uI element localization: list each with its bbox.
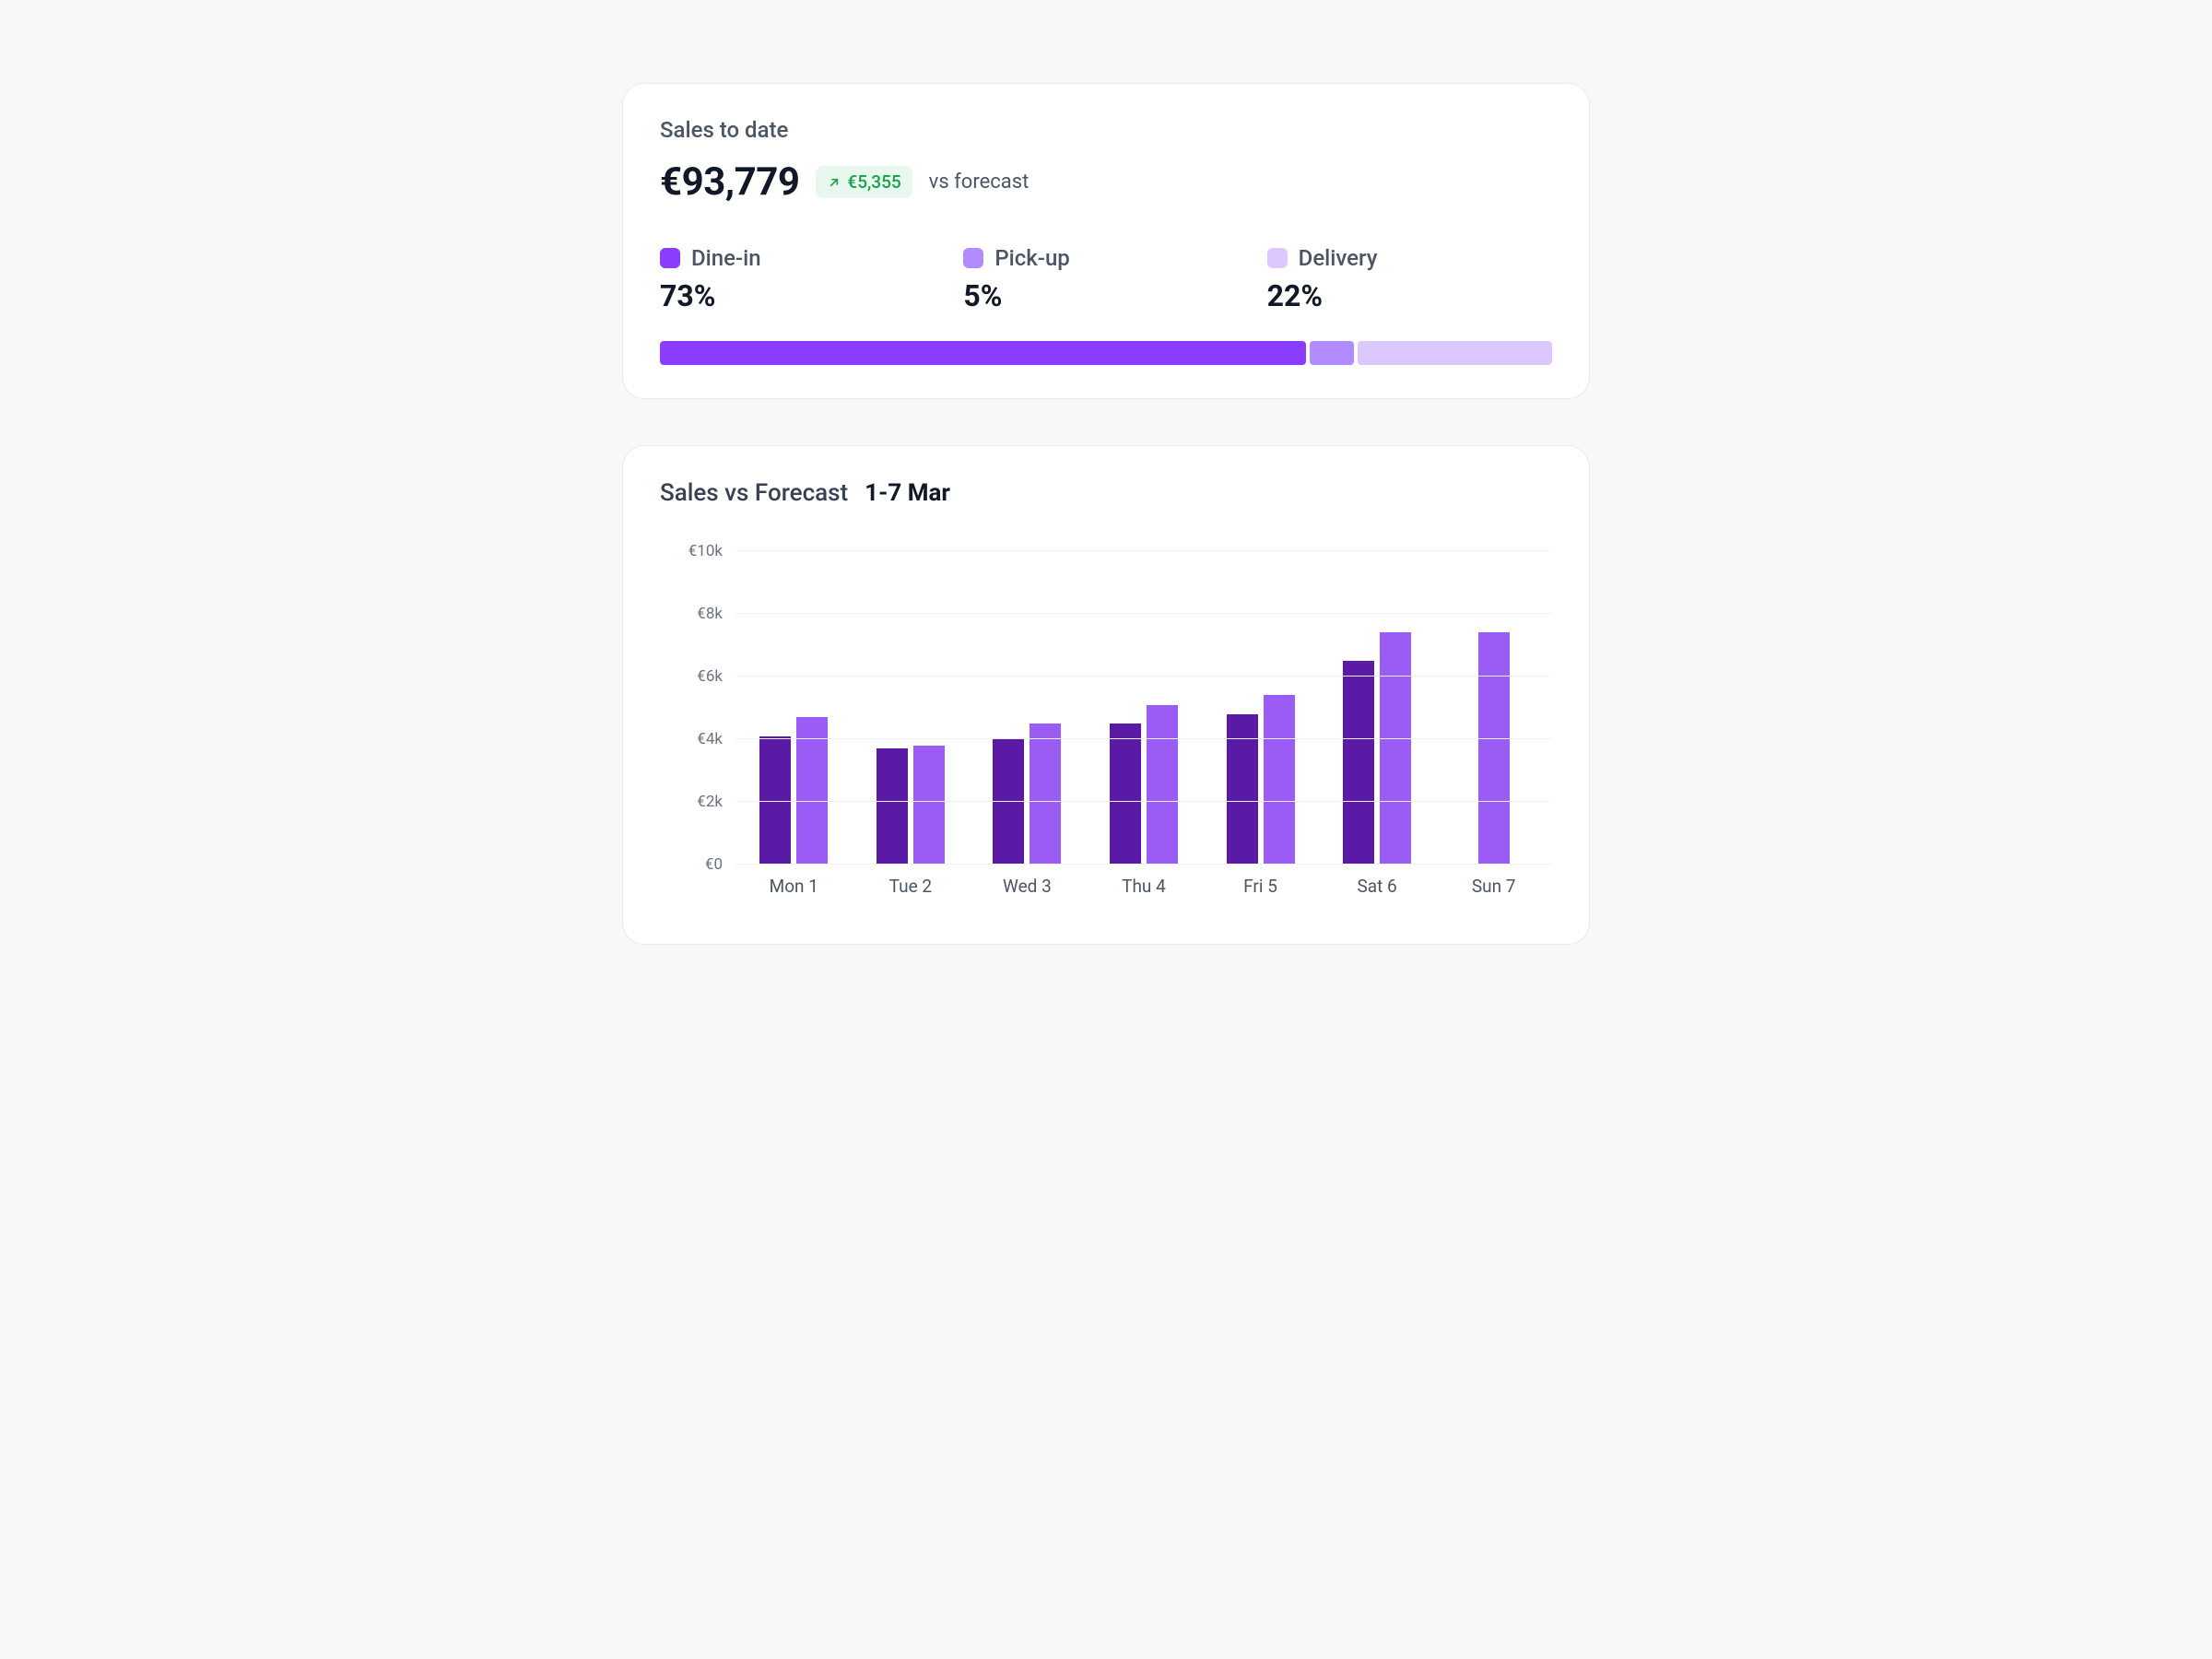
x-tick-label: Thu 4 <box>1098 876 1190 897</box>
bar-group <box>747 717 840 865</box>
delta-value: €5,355 <box>847 171 900 193</box>
segment-header: Pick-up <box>963 245 1248 271</box>
chart-area: €0€2k€4k€6k€8k€10k Mon 1Tue 2Wed 3Thu 4F… <box>660 551 1552 911</box>
chart-card: Sales vs Forecast 1-7 Mar €0 €2k €4k €6k €8k… <box>622 445 1590 945</box>
y-tick-label: €6k <box>660 667 723 686</box>
y-tick-label: €10k <box>660 542 723 560</box>
segment-swatch <box>963 248 983 268</box>
segments-row: Dine-in 73% Pick-up 5% Delivery 22% <box>660 245 1552 313</box>
x-tick-label: Mon 1 <box>747 876 840 897</box>
bar-forecast <box>913 746 945 865</box>
bar-forecast <box>1030 724 1061 865</box>
segment: Delivery 22% <box>1267 245 1552 313</box>
segment-label: Pick-up <box>994 245 1069 271</box>
sales-summary-card: Sales to date €93,779 €5,355 vs forecast… <box>622 83 1590 399</box>
y-tick-label: €0 <box>660 855 723 874</box>
stackbar-segment <box>1358 341 1552 365</box>
bar-forecast <box>1478 632 1510 865</box>
sales-summary-row: €93,779 €5,355 vs forecast <box>660 159 1552 205</box>
bar-group <box>1215 695 1307 865</box>
bar-sales <box>1227 714 1258 865</box>
segment-value: 73% <box>660 278 945 313</box>
bar-forecast <box>796 717 828 865</box>
segment-label: Dine-in <box>691 245 761 271</box>
chart-title-row: Sales vs Forecast 1-7 Mar <box>660 479 1552 507</box>
bar-forecast <box>1380 632 1411 865</box>
x-axis-labels: Mon 1 Tue 2 Wed 3 Thu 4 Fri 5 Sat 6 Sun 7 <box>735 876 1552 897</box>
gridline <box>735 738 1552 739</box>
y-axis: €0€2k€4k€6k€8k€10k <box>660 551 735 865</box>
x-tick-label: Sat 6 <box>1331 876 1423 897</box>
gridline <box>735 801 1552 802</box>
bar-group <box>1331 632 1423 865</box>
gridline <box>735 676 1552 677</box>
arrow-up-right-icon <box>827 175 841 190</box>
segment-header: Dine-in <box>660 245 945 271</box>
segments-stackbar <box>660 341 1552 365</box>
segment-header: Delivery <box>1267 245 1552 271</box>
chart-range: 1-7 Mar <box>865 479 950 507</box>
y-tick-label: €2k <box>660 793 723 811</box>
sales-summary-title: Sales to date <box>660 117 1552 143</box>
chart-plot <box>735 551 1552 865</box>
bars-container <box>735 551 1552 865</box>
segment-value: 22% <box>1267 278 1552 313</box>
bar-sales <box>1343 661 1374 865</box>
segment-swatch <box>1267 248 1288 268</box>
gridline <box>735 864 1552 865</box>
x-tick-label: Tue 2 <box>865 876 957 897</box>
bar-forecast <box>1147 705 1178 865</box>
delta-badge: €5,355 <box>816 166 912 198</box>
vs-forecast-label: vs forecast <box>929 171 1030 194</box>
x-tick-label: Sun 7 <box>1448 876 1540 897</box>
chart-title: Sales vs Forecast <box>660 479 848 507</box>
segment-value: 5% <box>963 278 1248 313</box>
segment-label: Delivery <box>1299 245 1378 271</box>
stackbar-segment <box>1310 341 1354 365</box>
bar-group <box>865 746 957 865</box>
bar-group <box>981 724 1073 865</box>
bar-group <box>1448 632 1540 865</box>
gridline <box>735 550 1552 551</box>
y-tick-label: €8k <box>660 605 723 623</box>
y-tick-label: €4k <box>660 730 723 748</box>
bar-sales <box>1110 724 1141 865</box>
bar-sales <box>877 748 908 865</box>
segment: Dine-in 73% <box>660 245 945 313</box>
x-tick-label: Wed 3 <box>981 876 1073 897</box>
segment-swatch <box>660 248 680 268</box>
bar-forecast <box>1264 695 1295 865</box>
x-tick-label: Fri 5 <box>1215 876 1307 897</box>
sales-total: €93,779 <box>660 159 799 205</box>
stackbar-segment <box>660 341 1306 365</box>
bar-sales <box>993 739 1024 865</box>
gridline <box>735 613 1552 614</box>
bar-group <box>1098 705 1190 865</box>
segment: Pick-up 5% <box>963 245 1248 313</box>
